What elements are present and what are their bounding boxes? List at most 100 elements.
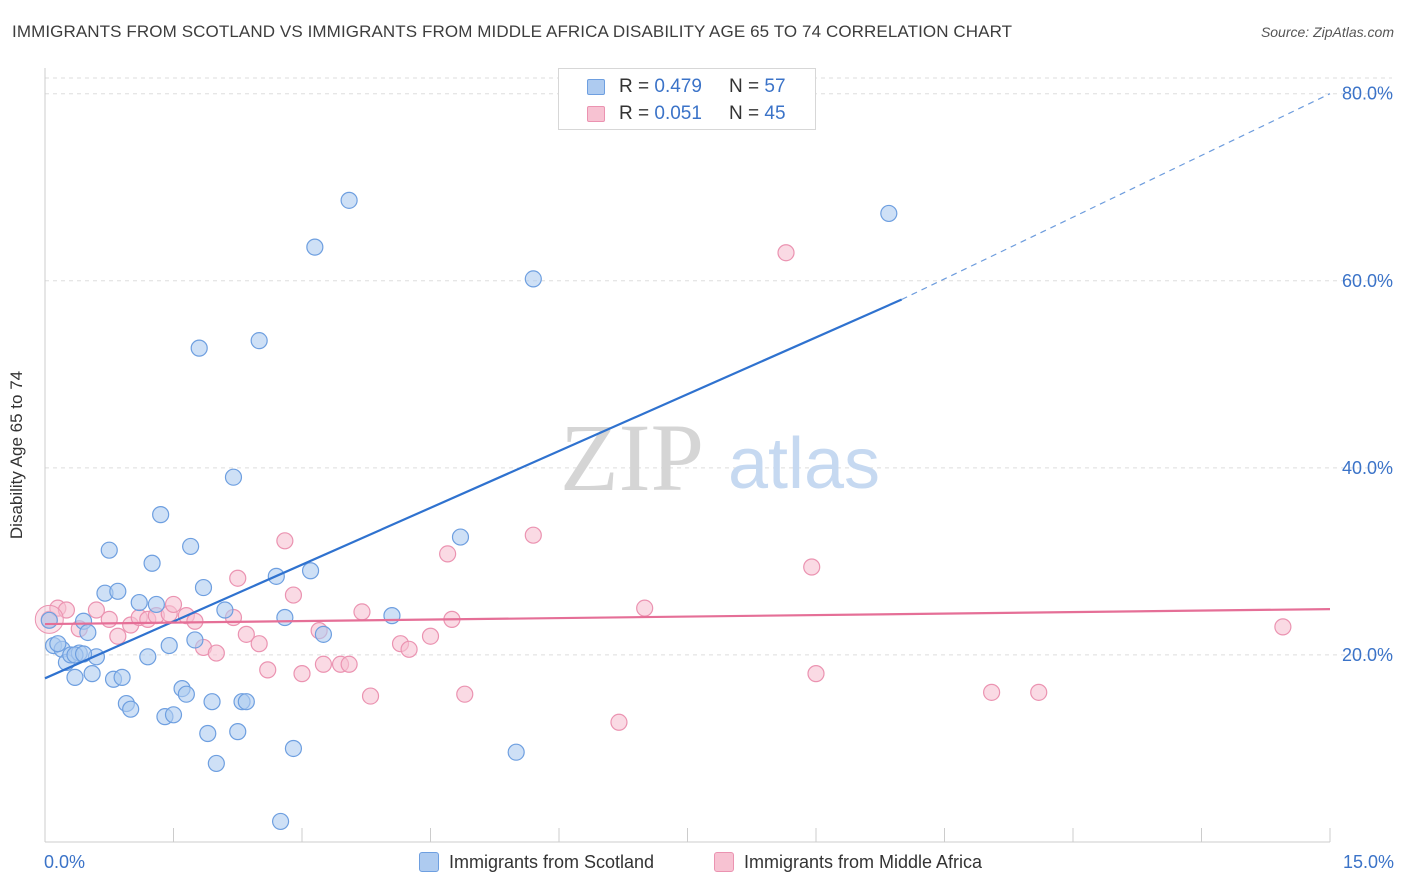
legend-swatch-scotland: [419, 852, 439, 872]
trend-lines: [44, 93, 1331, 680]
scotland-point: [160, 636, 178, 655]
middle-africa-point: [1274, 618, 1292, 636]
middle-africa-point: [284, 586, 303, 604]
series-legend: Immigrants from Scotland Immigrants from…: [0, 852, 1406, 878]
r-value: 0.051: [654, 103, 702, 124]
y-tick-label: 20.0%: [1342, 645, 1393, 665]
middle-africa-point: [237, 625, 255, 643]
scotland-point: [207, 754, 225, 773]
y-tick-label: 60.0%: [1342, 271, 1393, 291]
scotland-point: [79, 623, 97, 642]
scotland-point: [190, 339, 208, 357]
scotland-point: [152, 506, 170, 524]
scotland-swatch: [587, 79, 605, 95]
scotland-point: [451, 528, 470, 546]
r-label: R =: [619, 76, 655, 97]
scotland-point: [203, 693, 221, 711]
watermark: ZIP atlas: [560, 404, 880, 511]
scotland-point: [177, 685, 195, 703]
scotland-point: [83, 665, 101, 683]
axes: [44, 68, 1331, 843]
middle-africa-point: [524, 526, 542, 544]
scotland-point: [250, 332, 268, 350]
middle-africa-point: [421, 627, 440, 645]
scotland-trend-extension: [901, 93, 1331, 301]
scotland-point: [109, 582, 127, 600]
scotland-point: [186, 631, 204, 649]
middle-africa-point: [456, 685, 474, 703]
watermark-zip: ZIP: [560, 404, 704, 511]
scotland-point: [147, 595, 165, 614]
scotland-point: [164, 706, 183, 724]
scotland-point: [524, 270, 542, 288]
middle-africa-trend-line: [44, 607, 1331, 626]
middle-africa-point: [983, 683, 1001, 701]
n-label: N =: [729, 76, 765, 97]
middle-africa-point: [636, 599, 654, 617]
scotland-point: [306, 238, 324, 256]
legend-item-middle-africa[interactable]: Immigrants from Middle Africa: [714, 852, 982, 873]
scotland-point: [182, 537, 200, 556]
scotland-point: [40, 611, 58, 629]
r-value: 0.479: [654, 76, 702, 97]
scotland-point: [340, 191, 358, 209]
middle-africa-point: [276, 532, 294, 550]
middle-africa-point: [400, 640, 418, 658]
middle-africa-point: [807, 665, 825, 683]
scotland-point: [113, 668, 131, 686]
r-label: R =: [619, 103, 655, 124]
grid-lines: [45, 77, 1392, 656]
middle-africa-point: [109, 627, 127, 645]
scotland-point: [100, 541, 118, 559]
middle-africa-point: [340, 655, 358, 673]
scotland-point: [314, 625, 333, 643]
middle-africa-swatch: [587, 106, 605, 122]
middle-africa-point: [250, 635, 268, 653]
y-axis-label: Disability Age 65 to 74: [7, 370, 26, 540]
chart-title: IMMIGRANTS FROM SCOTLAND VS IMMIGRANTS F…: [12, 22, 1013, 41]
scotland-point: [66, 668, 84, 686]
source-label: Source: ZipAtlas.com: [1260, 24, 1394, 40]
legend-label-middle-africa: Immigrants from Middle Africa: [744, 852, 983, 872]
scotland-point: [284, 739, 303, 758]
y-tick-labels: 20.0% 40.0% 60.0% 80.0%: [1342, 84, 1393, 665]
scotland-point: [216, 601, 234, 619]
scotland-point: [276, 608, 294, 627]
scotland-point: [224, 468, 243, 486]
legend-item-scotland[interactable]: Immigrants from Scotland: [419, 852, 654, 873]
y-tick-label: 40.0%: [1342, 458, 1393, 478]
scotland-point: [199, 724, 217, 743]
scotland-point: [301, 562, 320, 580]
scotland-point: [383, 607, 401, 625]
scotland-point: [122, 700, 140, 718]
n-value: 45: [764, 103, 786, 124]
scotland-point: [880, 204, 898, 223]
series-scotland-points: [40, 191, 898, 831]
stats-legend: R = 0.479 N = 57 R = 0.051 N = 45: [558, 68, 816, 130]
scotland-point: [237, 693, 255, 711]
scotland-point: [130, 593, 148, 612]
scotland-point: [507, 743, 525, 761]
scotland-point: [271, 812, 290, 831]
middle-africa-point: [777, 244, 795, 262]
n-label: N =: [729, 103, 765, 124]
middle-africa-point: [1030, 683, 1048, 701]
middle-africa-point: [164, 595, 183, 614]
middle-africa-point: [439, 545, 457, 563]
y-tick-label: 80.0%: [1342, 84, 1393, 104]
middle-africa-point: [803, 558, 821, 576]
scotland-point: [139, 648, 157, 666]
legend-swatch-middle-africa: [714, 852, 734, 872]
scotland-point: [49, 635, 67, 653]
middle-africa-point: [100, 610, 118, 628]
n-value: 57: [764, 76, 786, 97]
middle-africa-point: [207, 644, 225, 662]
middle-africa-point: [87, 601, 106, 619]
x-tick-min: 0.0%: [44, 852, 86, 872]
x-tick-max: 15.0%: [1342, 852, 1394, 872]
middle-africa-point: [314, 655, 333, 673]
middle-africa-point: [259, 661, 277, 679]
middle-africa-point: [610, 713, 628, 731]
middle-africa-point: [353, 603, 371, 621]
